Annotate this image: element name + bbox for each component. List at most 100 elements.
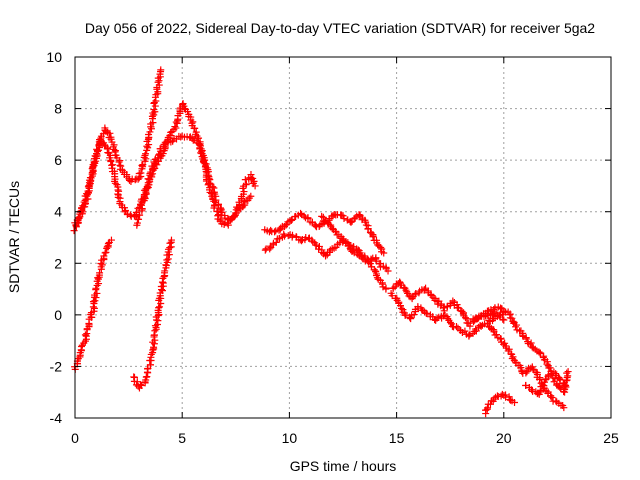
data-point (560, 382, 568, 390)
data-point (535, 375, 543, 383)
data-point (205, 174, 213, 182)
data-point (461, 327, 469, 335)
data-point (166, 239, 174, 247)
data-point (529, 365, 537, 373)
data-point (297, 209, 305, 217)
data-point (560, 404, 568, 412)
data-point (403, 288, 411, 296)
data-point (133, 219, 141, 227)
data-point (443, 303, 451, 311)
data-point (164, 255, 172, 263)
data-point (136, 381, 144, 389)
data-point (536, 388, 544, 396)
data-point (159, 150, 167, 158)
data-point (564, 368, 572, 376)
data-point (319, 217, 327, 225)
data-point (340, 215, 348, 223)
data-point (156, 303, 164, 311)
data-point (527, 386, 535, 394)
data-point (111, 179, 119, 187)
data-point (420, 286, 428, 294)
data-point (382, 285, 390, 293)
data-point (347, 218, 355, 226)
data-point (500, 316, 508, 324)
data-point (242, 180, 250, 188)
data-point (490, 305, 498, 313)
y-tick-label: 10 (46, 49, 62, 65)
data-point (138, 161, 146, 169)
data-point (556, 376, 564, 384)
data-point (271, 228, 279, 236)
data-point (70, 227, 78, 235)
x-axis-tick-labels: 0 5 10 15 20 25 (71, 430, 619, 446)
data-point (115, 158, 123, 166)
y-tick-label: -2 (50, 358, 63, 374)
data-point (144, 144, 152, 152)
data-point (312, 241, 320, 249)
y-axis-title: SDTVAR / TECUs (6, 181, 22, 293)
plot-frame (74, 56, 612, 419)
data-point (362, 221, 370, 229)
data-point (151, 164, 159, 172)
data-point (158, 287, 166, 295)
data-point (446, 319, 454, 327)
data-point (543, 360, 551, 368)
data-point (150, 99, 158, 107)
x-axis-title: GPS time / hours (290, 458, 397, 474)
data-point (102, 127, 110, 135)
data-point (81, 331, 89, 339)
data-point (102, 248, 110, 256)
data-point (107, 158, 115, 166)
data-point (155, 304, 163, 312)
data-point (107, 236, 115, 244)
data-point (546, 364, 554, 372)
data-point (210, 204, 218, 212)
data-point (355, 211, 363, 219)
x-tick-label: 15 (389, 430, 405, 446)
data-point (247, 192, 255, 200)
series-trace-14 (482, 390, 519, 418)
data-point (444, 315, 452, 323)
y-tick-label: 6 (54, 152, 62, 168)
axis-ticks (74, 56, 612, 419)
data-point (157, 66, 165, 74)
data-point (143, 373, 151, 381)
data-point (217, 207, 225, 215)
series-trace-9 (389, 278, 508, 330)
data-point (423, 309, 431, 317)
series-trace-3 (133, 132, 255, 229)
data-point (531, 345, 539, 353)
data-point (235, 204, 243, 212)
data-point (196, 144, 204, 152)
y-tick-label: 4 (54, 204, 62, 220)
data-point (277, 224, 285, 232)
data-point (89, 298, 97, 306)
data-point (272, 227, 280, 235)
data-point (83, 191, 91, 199)
y-tick-label: 2 (54, 255, 62, 271)
data-point (150, 343, 158, 351)
data-point (172, 124, 180, 132)
data-point (167, 236, 175, 244)
data-point (93, 289, 101, 297)
y-axis-tick-labels: -4 -2 0 2 4 6 8 10 (46, 49, 62, 426)
chart-title: Day 056 of 2022, Sidereal Day-to-day VTE… (85, 20, 595, 36)
data-point (137, 382, 145, 390)
data-point (349, 247, 357, 255)
data-point (321, 218, 329, 226)
x-tick-label: 25 (603, 430, 619, 446)
series-trace-11 (469, 303, 570, 391)
data-point (81, 199, 89, 207)
data-point (104, 239, 112, 247)
y-tick-label: 8 (54, 101, 62, 117)
data-point (492, 331, 500, 339)
data-point (142, 150, 150, 158)
data-point (201, 156, 209, 164)
data-point (251, 182, 259, 190)
series-trace-13 (522, 368, 572, 398)
data-point (181, 105, 189, 113)
data-point (322, 252, 330, 260)
series-trace-5 (130, 236, 175, 392)
data-point (547, 392, 555, 400)
